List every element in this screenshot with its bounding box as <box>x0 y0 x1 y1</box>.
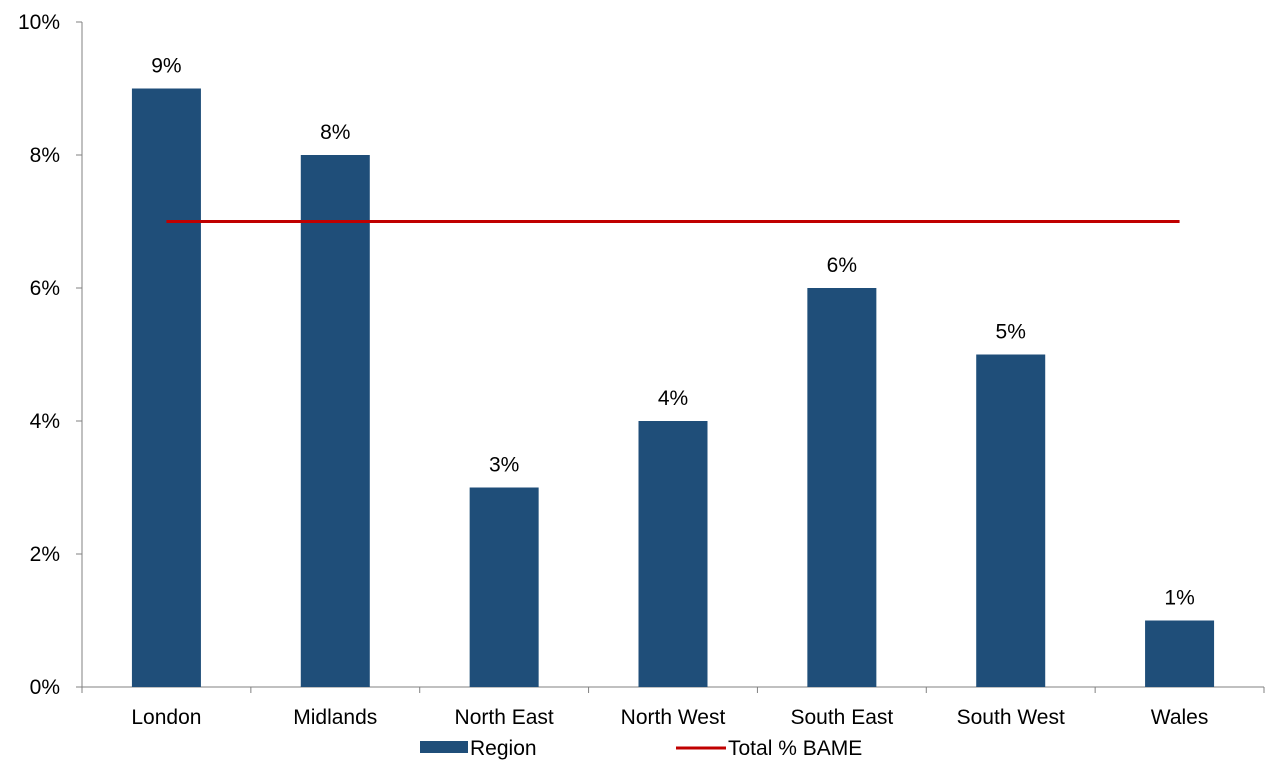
bar <box>300 155 370 687</box>
y-tick-label: 6% <box>30 277 60 300</box>
bar <box>976 354 1046 687</box>
y-tick-label: 2% <box>30 543 60 566</box>
x-tick-label: South East <box>790 706 893 729</box>
y-tick-label: 8% <box>30 144 60 167</box>
legend-label-region: Region <box>470 737 537 760</box>
data-label: 5% <box>996 321 1026 344</box>
x-tick-label: North East <box>455 706 554 729</box>
data-label: 9% <box>151 55 181 78</box>
x-tick-label: Wales <box>1151 706 1209 729</box>
x-tick-label: North West <box>621 706 726 729</box>
y-tick-label: 4% <box>30 410 60 433</box>
y-tick-label: 0% <box>30 676 60 699</box>
x-tick-label: South West <box>957 706 1065 729</box>
x-axis: London Midlands North East North West South … <box>81 686 1265 729</box>
legend: Region Total % BAME <box>420 737 862 760</box>
data-label: 8% <box>320 121 350 144</box>
x-tick-label: Midlands <box>293 706 377 729</box>
bar <box>807 288 877 687</box>
data-label: 3% <box>489 454 519 477</box>
data-label: 4% <box>658 387 688 410</box>
legend-label-total-bame: Total % BAME <box>728 737 862 760</box>
data-label: 6% <box>827 254 857 277</box>
y-tick-label: 10% <box>18 11 60 34</box>
y-axis: 0% 2% 4% 6% 8% 10% <box>18 11 83 699</box>
legend-swatch-region <box>420 741 468 753</box>
data-labels: 9% 8% 3% 4% 6% 5% 1% <box>151 55 1195 610</box>
bar <box>469 487 539 687</box>
bar-series <box>131 88 1215 687</box>
bar <box>131 88 201 687</box>
bar <box>1145 620 1215 687</box>
x-tick-label: London <box>131 706 201 729</box>
bar <box>638 421 708 687</box>
data-label: 1% <box>1164 587 1194 610</box>
